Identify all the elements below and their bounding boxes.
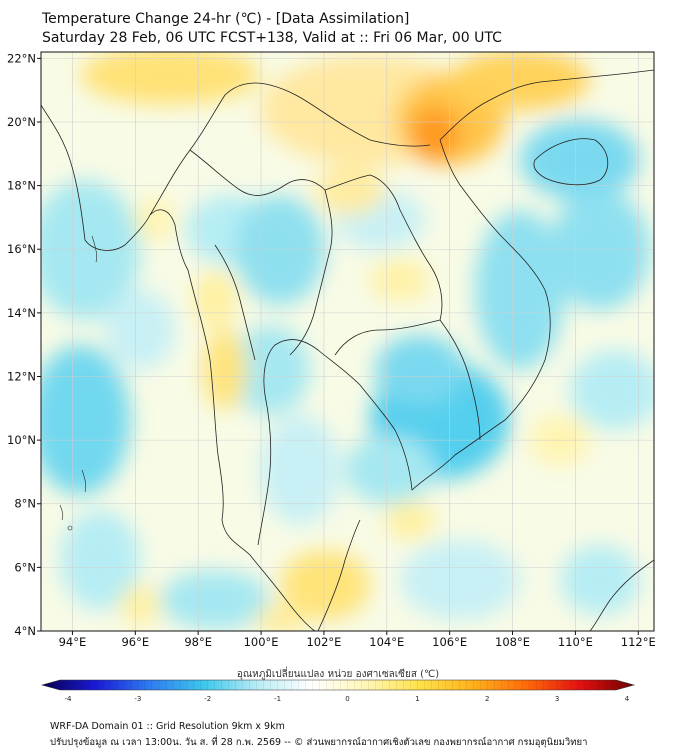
longitude-axis: 94°E 96°E 98°E 100°E 102°E 104°E 106°E 108°E 110… [59,631,656,649]
temperature-change-map: 22°N 20°N 18°N 16°N 14°N 12°N 10°N 8°N 6°N 4°N 94… [7,51,656,649]
lon-tick-label: 112°E [621,635,656,649]
colorbar-strip [40,679,636,691]
lon-tick-label: 102°E [306,635,341,649]
colorbar-tick-label: 0 [345,695,349,703]
lat-tick-label: 22°N [7,51,36,65]
lon-tick-label: 110°E [558,635,593,649]
colorbar-ticks: -4 -3 -2 -1 0 1 2 3 4 [65,680,630,703]
model-info: WRF-DA Domain 01 :: Grid Resolution 9km … [50,721,285,732]
temperature-field [41,52,654,631]
map-subtitle: Saturday 28 Feb, 06 UTC FCST+138, Valid … [42,30,502,46]
latitude-axis: 22°N 20°N 18°N 16°N 14°N 12°N 10°N 8°N 6°N 4°N [7,51,41,638]
update-credit: ปรับปรุงข้อมูล ณ เวลา 13:00น. วัน ส. ที่… [50,737,588,748]
colorbar-tick-label: 3 [555,695,559,703]
colorbar-tick-label: 1 [415,695,419,703]
coastline-and-borders [41,69,654,631]
lon-tick-label: 96°E [121,635,149,649]
colorbar-tick-label: -2 [204,695,211,703]
colorbar-tick-label: -4 [65,695,73,703]
lat-tick-label: 14°N [7,306,36,320]
lon-tick-label: 100°E [244,635,279,649]
colorbar-tick-label: -3 [134,695,141,703]
lon-tick-label: 104°E [369,635,404,649]
colorbar-tick-label: -1 [274,695,281,703]
lon-tick-label: 108°E [495,635,530,649]
lat-tick-label: 6°N [14,560,36,574]
lon-tick-label: 98°E [184,635,212,649]
lat-tick-label: 18°N [7,179,36,193]
lat-tick-label: 16°N [7,242,36,256]
colorbar-tick-label: 4 [625,695,630,703]
lon-tick-label: 94°E [59,635,87,649]
lat-tick-label: 8°N [14,497,36,511]
lat-tick-label: 10°N [7,433,36,447]
colorbar-label: อุณหภูมิเปลี่ยนแปลง หน่วย องศาเซลเซียส (… [236,669,440,680]
islands [59,235,97,531]
colorbar: -4 -3 -2 -1 0 1 2 3 4 [40,679,636,703]
plot-frame [40,51,655,632]
colorbar-tick-label: 2 [485,695,489,703]
lat-tick-label: 4°N [14,624,36,638]
lon-tick-label: 106°E [432,635,467,649]
lat-tick-label: 20°N [7,115,36,129]
lat-tick-label: 12°N [7,369,36,383]
map-title: Temperature Change 24-hr (℃) - [Data Ass… [42,11,410,27]
